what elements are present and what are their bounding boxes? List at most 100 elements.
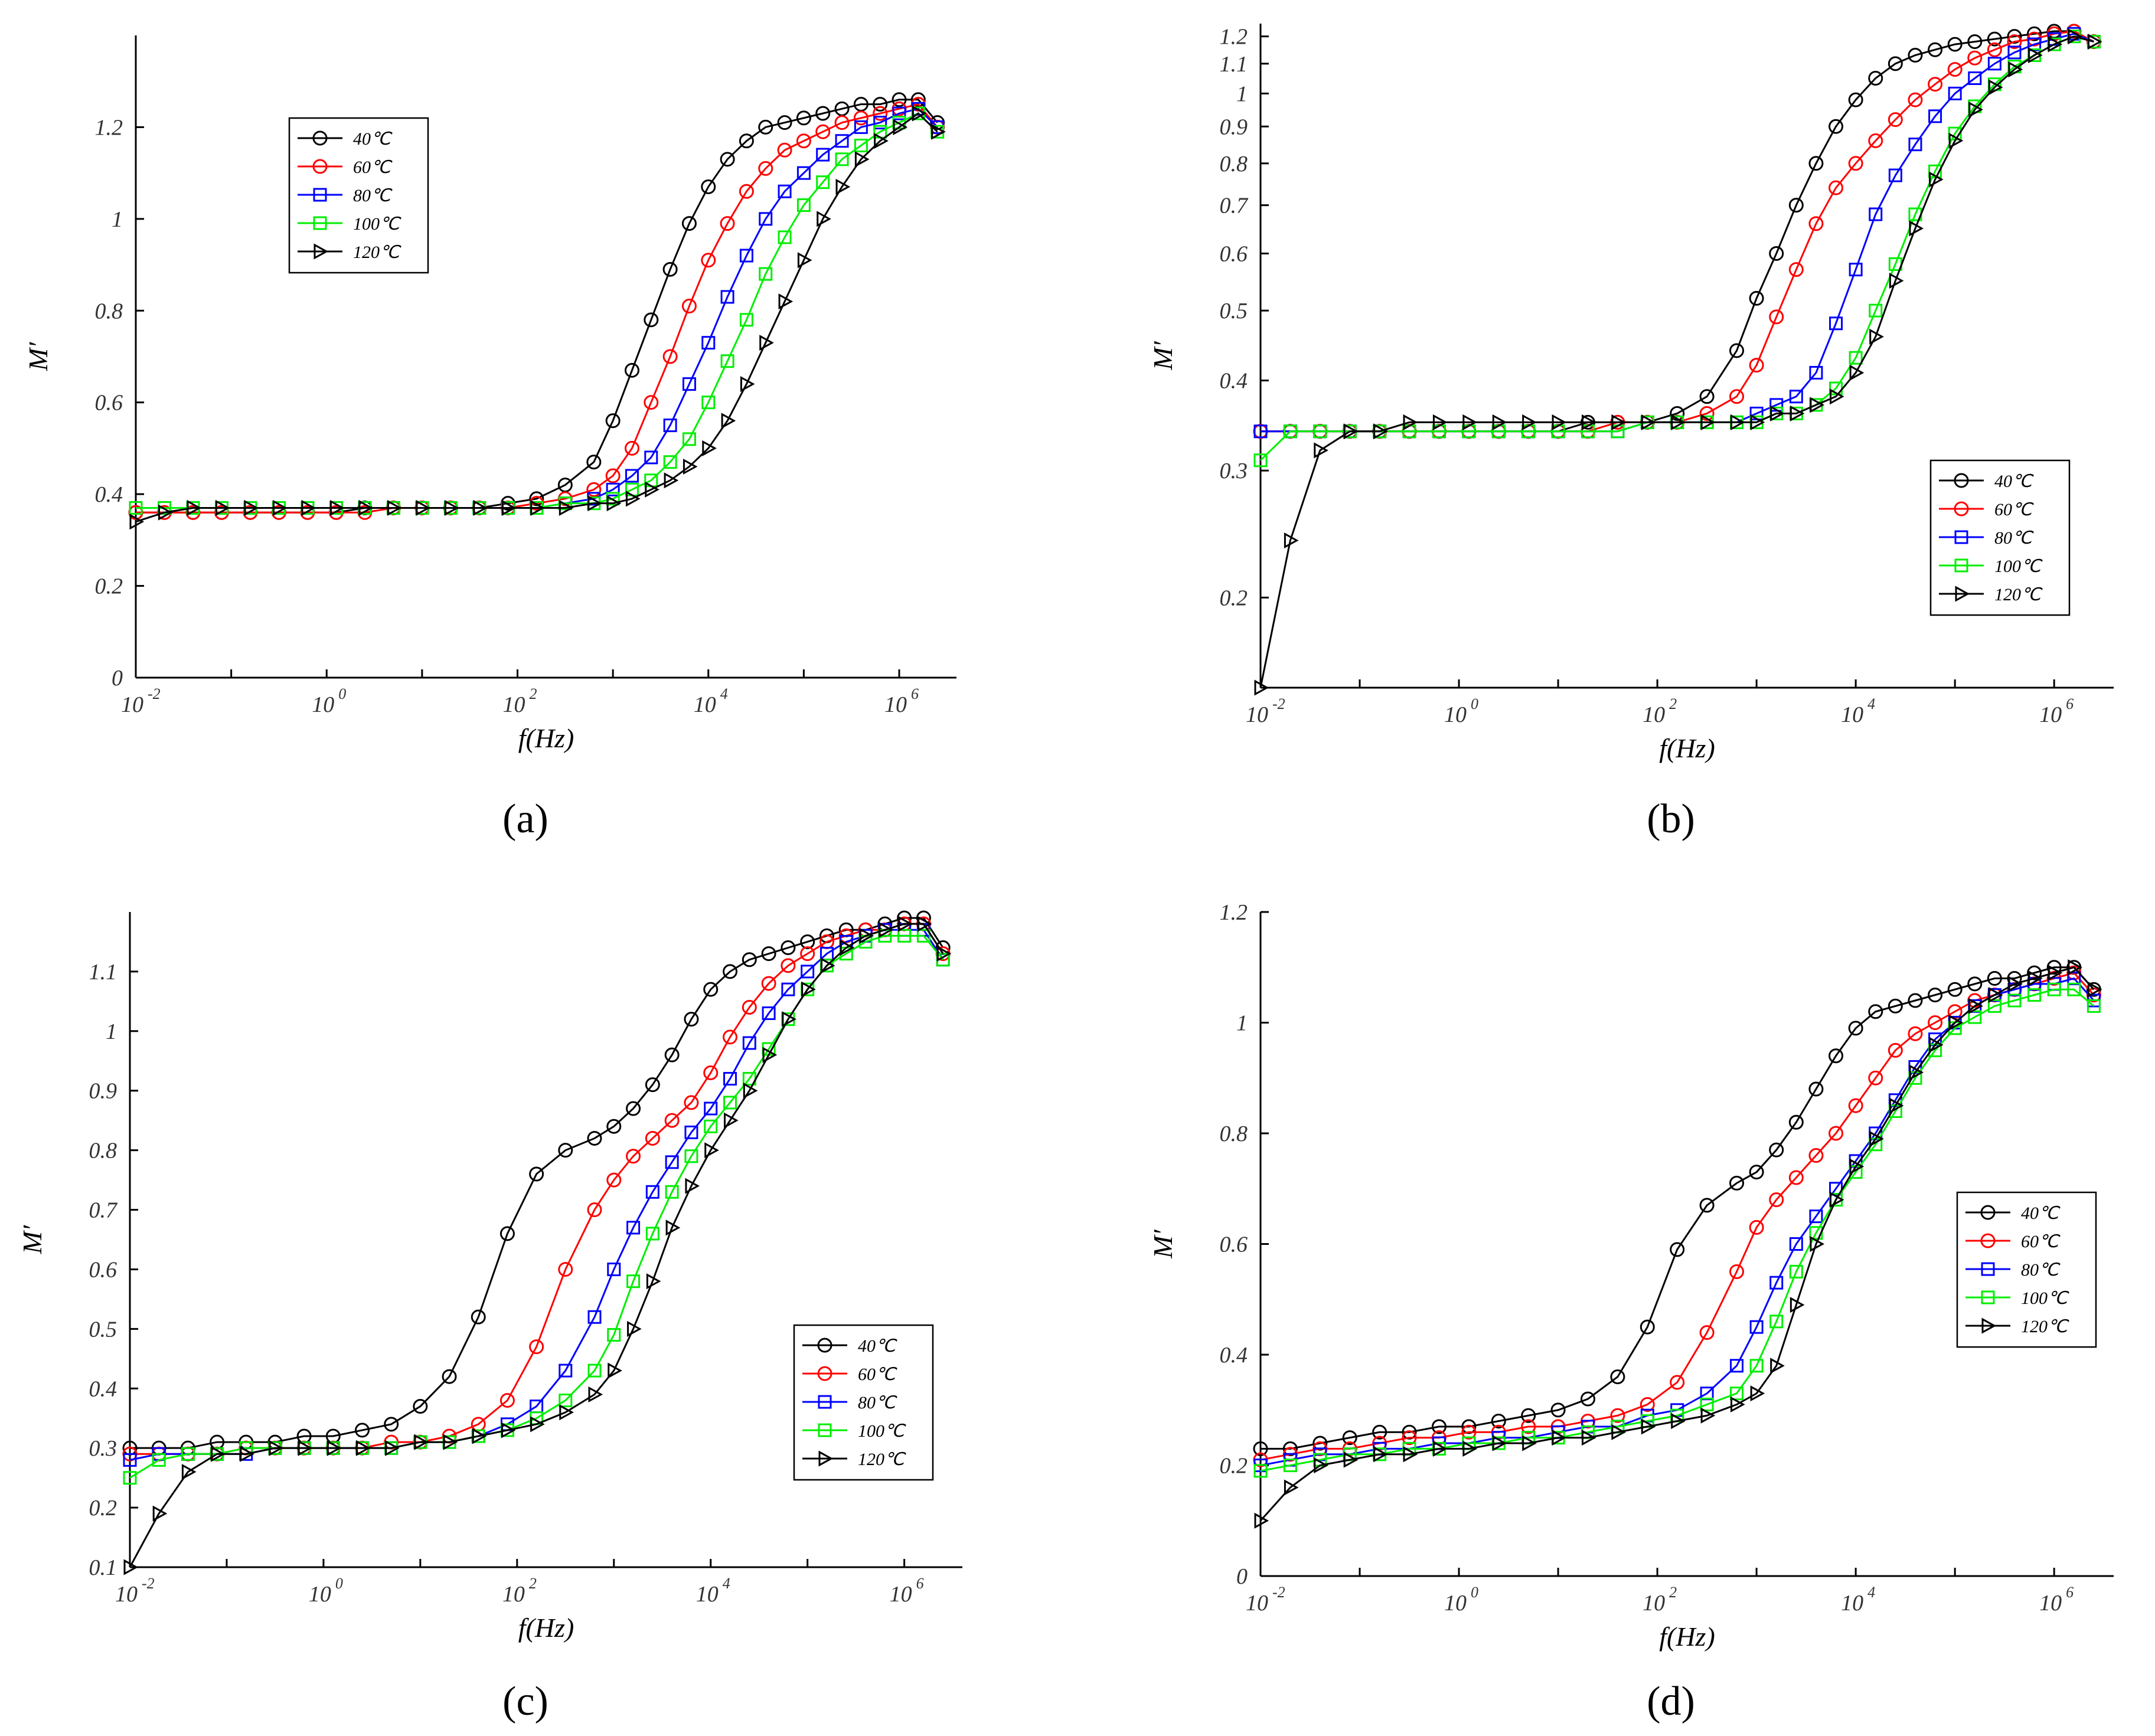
data-point xyxy=(853,110,868,126)
panel-label-b: (b) xyxy=(1647,796,1695,842)
data-point xyxy=(781,958,796,973)
legend-label: 80℃ xyxy=(2021,1260,2061,1280)
data-point xyxy=(1670,1242,1685,1257)
legend-marker xyxy=(1980,1205,1996,1220)
data-point xyxy=(1909,220,1924,237)
data-point xyxy=(530,1416,545,1433)
data-point xyxy=(1789,390,1803,404)
data-point xyxy=(2068,959,2082,976)
x-tick-label-exponent: 4 xyxy=(1867,695,1875,712)
data-point xyxy=(607,1328,621,1342)
data-point xyxy=(720,152,735,167)
data-point xyxy=(2046,960,2062,975)
legend-label: 80℃ xyxy=(1994,528,2034,548)
legend-label: 120℃ xyxy=(858,1450,906,1469)
data-point xyxy=(558,1261,573,1277)
data-point xyxy=(626,1274,641,1289)
data-point xyxy=(416,499,430,516)
data-point xyxy=(796,110,811,126)
data-point xyxy=(1967,976,1983,992)
data-point xyxy=(1343,1451,1359,1468)
series-line xyxy=(136,99,938,514)
data-point xyxy=(1908,92,1923,107)
data-point xyxy=(1929,171,1944,188)
data-point xyxy=(2028,47,2043,64)
data-point xyxy=(244,499,259,516)
data-point xyxy=(2007,34,2022,50)
data-point xyxy=(559,1393,573,1407)
data-point xyxy=(2007,29,2022,44)
data-point xyxy=(123,1559,139,1575)
data-point xyxy=(1808,216,1824,231)
series-0 xyxy=(1253,960,2101,1456)
data-point xyxy=(781,940,796,956)
legend-marker xyxy=(1981,1317,1997,1334)
legend-marker xyxy=(818,1423,832,1437)
data-point xyxy=(1750,414,1765,430)
data-point xyxy=(1253,424,1268,439)
data-point xyxy=(1254,679,1269,696)
data-point xyxy=(873,116,887,130)
y-tick-label: 0.4 xyxy=(95,482,123,507)
y-tick-label: 0.4 xyxy=(89,1377,117,1401)
data-point xyxy=(1967,34,1983,50)
legend-marker xyxy=(314,243,329,260)
panel-c-chart: 10 -2 10 0 10 2 10 4 10 60.10.20.30.40.50.60.70.8… xyxy=(17,910,962,1643)
data-point xyxy=(1431,1419,1447,1434)
data-point xyxy=(665,1185,679,1199)
data-point xyxy=(916,929,930,943)
x-tick-label-exponent: 2 xyxy=(529,1575,537,1592)
data-point xyxy=(778,230,792,244)
y-tick-label: 1 xyxy=(106,1019,117,1044)
data-point xyxy=(1769,1142,1784,1158)
series-4 xyxy=(1254,28,2102,696)
data-point xyxy=(723,964,738,979)
data-point xyxy=(1402,1430,1417,1446)
data-point xyxy=(778,293,794,310)
data-point xyxy=(701,336,716,350)
x-tick-label-exponent: 2 xyxy=(1669,695,1677,712)
data-point xyxy=(2007,993,2022,1008)
data-point xyxy=(181,1447,195,1461)
legend-marker xyxy=(1954,558,1968,573)
x-tick-label: 10 xyxy=(1643,702,1665,727)
data-point xyxy=(1699,1325,1715,1340)
data-point xyxy=(645,1077,660,1093)
y-tick-label: 1 xyxy=(1236,81,1248,106)
data-point xyxy=(123,1453,137,1467)
data-point xyxy=(1967,50,1983,66)
series-line xyxy=(1259,35,2094,688)
x-tick-label-exponent: 2 xyxy=(1669,1584,1677,1601)
data-point xyxy=(1908,138,1922,152)
data-point xyxy=(683,458,698,475)
data-point xyxy=(626,1149,641,1164)
legend-marker xyxy=(818,1450,834,1467)
data-point xyxy=(240,1446,254,1462)
legend: 40℃ 60℃ 80℃ 100℃ 120℃ xyxy=(288,117,429,274)
y-tick-label: 0.8 xyxy=(95,299,123,323)
data-point xyxy=(1373,1446,1388,1463)
data-point xyxy=(501,1422,516,1439)
data-point xyxy=(1581,414,1596,430)
y-axis-title: M′ xyxy=(23,342,53,371)
data-point xyxy=(442,1369,457,1384)
x-tick-label: 10 xyxy=(890,1582,912,1607)
data-point xyxy=(1342,1430,1357,1446)
data-point xyxy=(1749,290,1764,306)
data-point xyxy=(1253,453,1268,467)
data-point xyxy=(1432,414,1448,430)
data-point xyxy=(1888,56,1903,71)
data-point xyxy=(1729,389,1745,404)
data-point xyxy=(759,212,773,226)
data-point xyxy=(739,184,754,199)
x-tick-label: 10 xyxy=(1246,1591,1268,1616)
data-point xyxy=(1987,42,2002,57)
data-point xyxy=(1522,414,1537,430)
data-point xyxy=(815,124,831,139)
data-point xyxy=(1788,1114,1804,1130)
data-point xyxy=(2008,976,2023,992)
data-point xyxy=(1808,1148,1824,1163)
data-point xyxy=(1849,351,1863,365)
data-point xyxy=(1253,1464,1268,1478)
data-point xyxy=(684,1149,698,1163)
